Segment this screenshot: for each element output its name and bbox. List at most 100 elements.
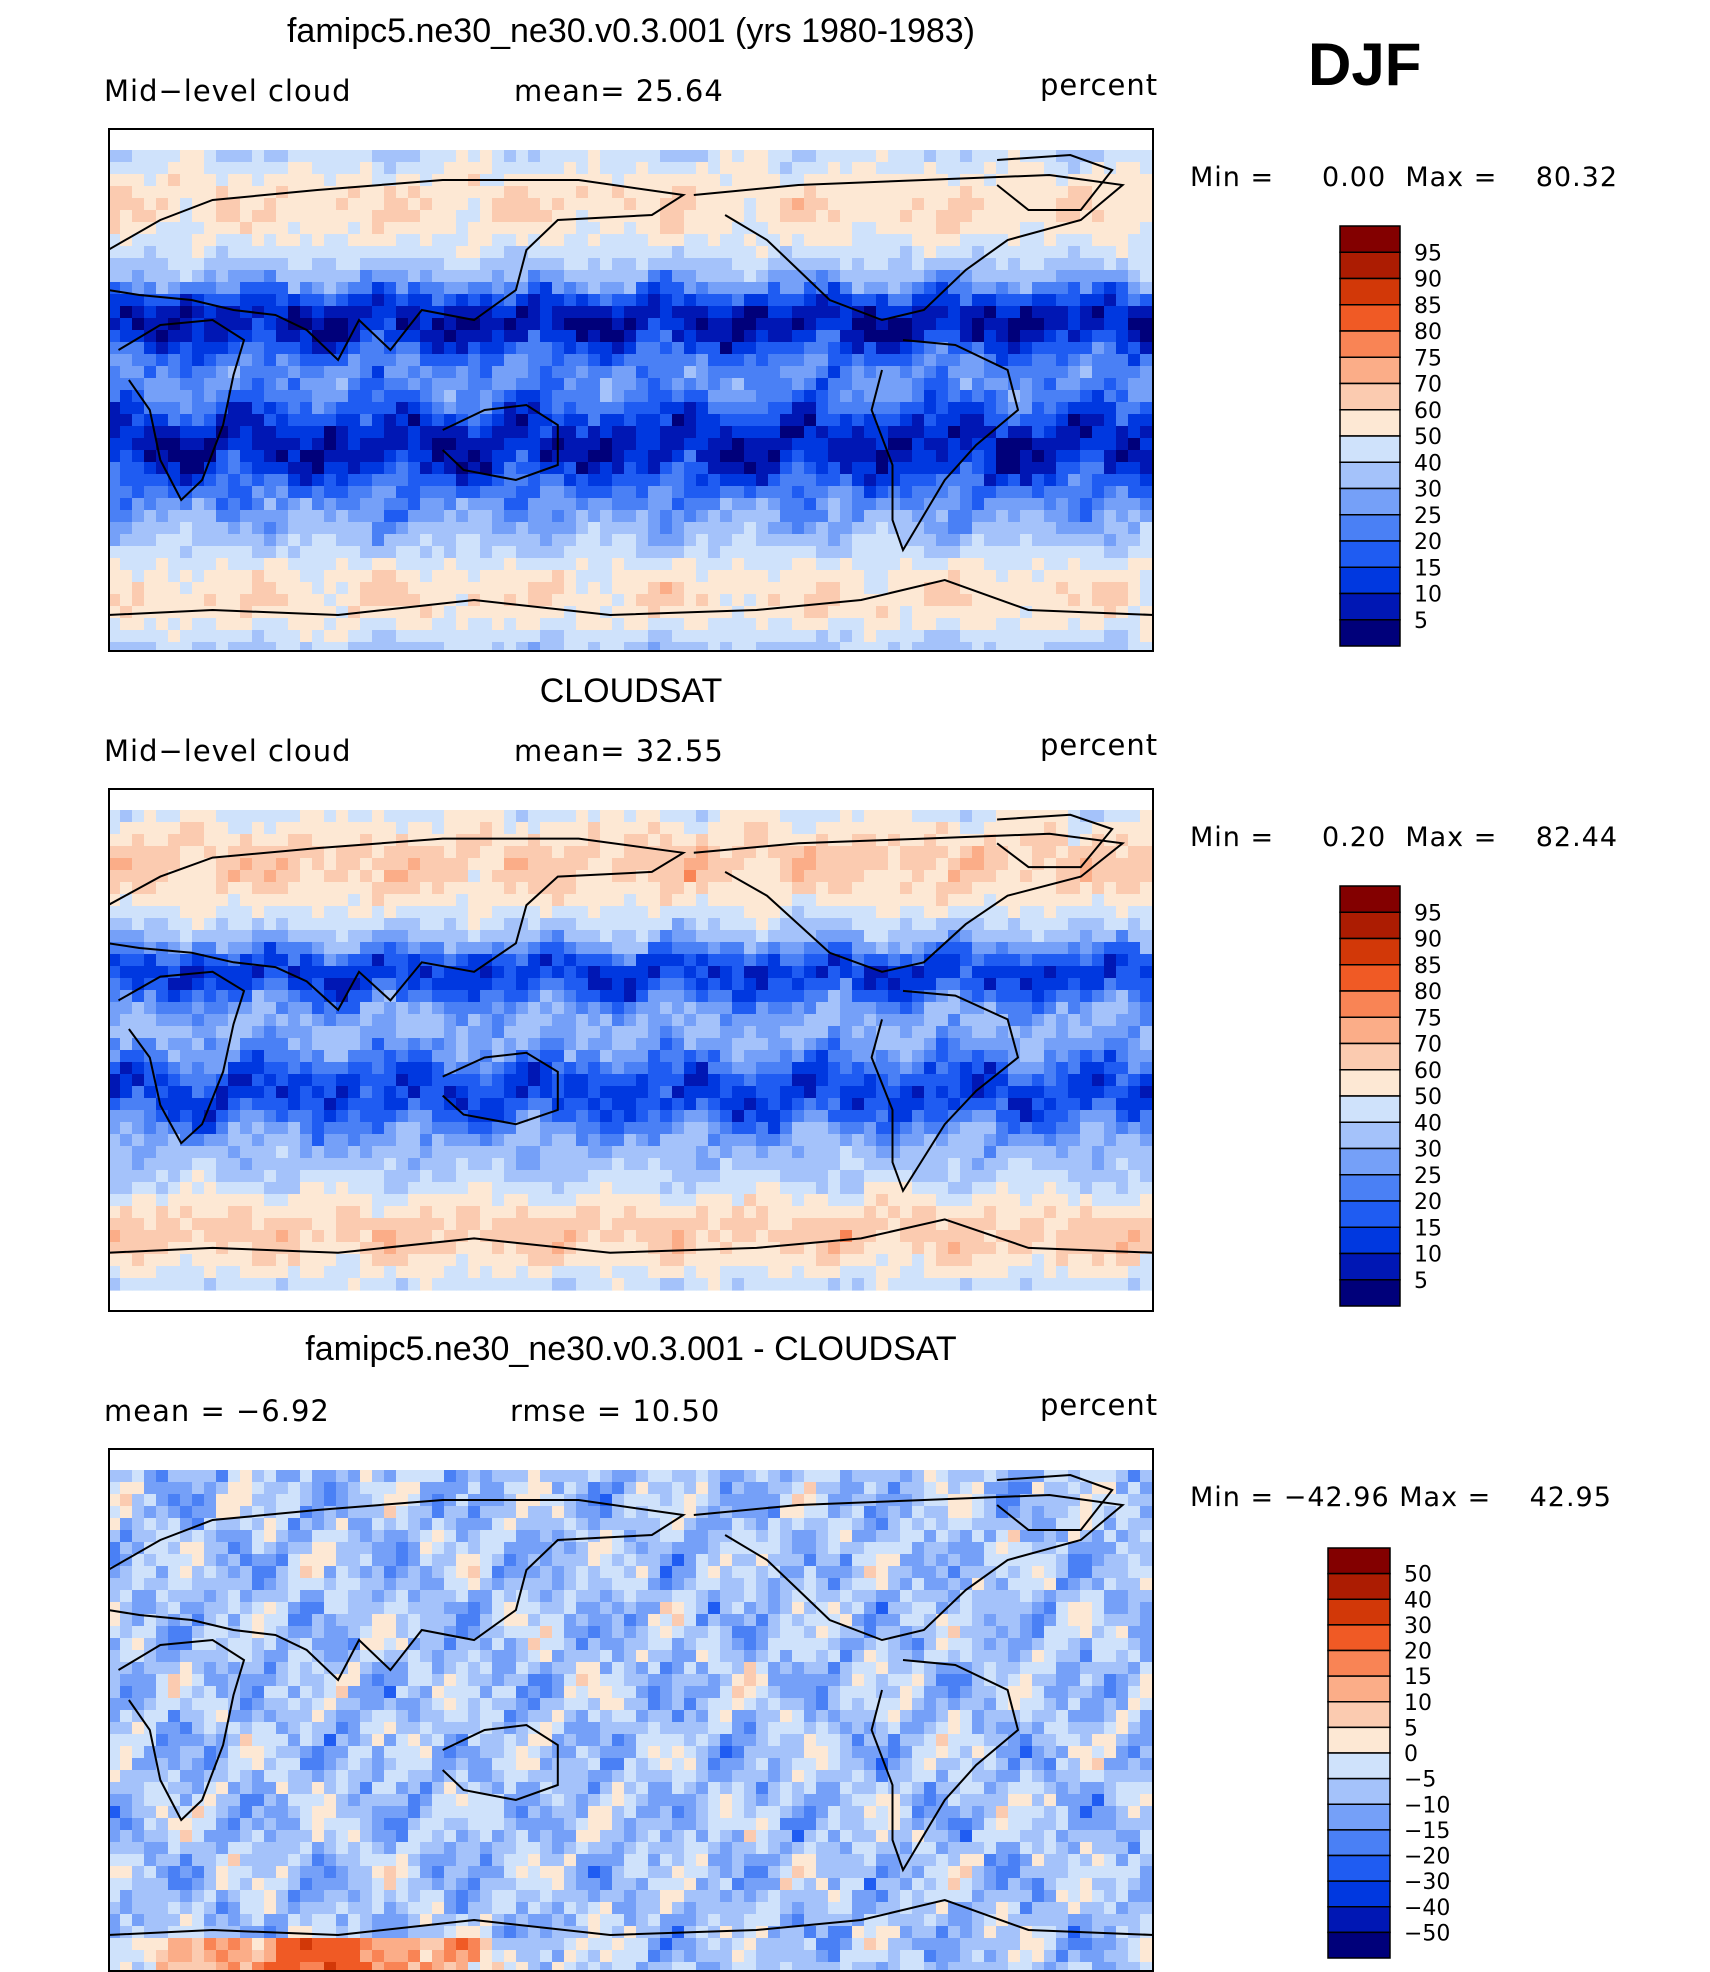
field-cell: [1080, 294, 1093, 307]
field-cell: [648, 906, 661, 919]
field-cell: [804, 582, 817, 595]
field-cell: [360, 438, 373, 451]
field-cell: [480, 954, 493, 967]
field-cell: [1008, 882, 1021, 895]
field-cell: [732, 258, 745, 271]
field-cell: [288, 834, 301, 847]
field-cell: [672, 858, 685, 871]
field-cell: [744, 846, 757, 859]
field-cell: [336, 270, 349, 283]
field-cell: [912, 474, 925, 487]
field-cell: [456, 150, 469, 163]
field-cell: [1056, 834, 1069, 847]
field-cell: [1104, 462, 1117, 475]
field-cell: [600, 834, 613, 847]
field-cell: [480, 594, 493, 607]
field-cell: [108, 294, 121, 307]
field-cell: [228, 606, 241, 619]
field-cell: [720, 282, 733, 295]
field-cell: [216, 366, 229, 379]
field-cell: [384, 198, 397, 211]
field-cell: [1104, 438, 1117, 451]
field-cell: [888, 858, 901, 871]
field-cell: [132, 858, 145, 871]
field-cell: [984, 894, 997, 907]
field-cell: [972, 882, 985, 895]
field-cell: [300, 222, 313, 235]
field-cell: [924, 510, 937, 523]
field-cell: [348, 426, 361, 439]
field-cell: [792, 546, 805, 559]
field-cell: [456, 342, 469, 355]
field-cell: [1128, 150, 1141, 163]
field-cell: [408, 846, 421, 859]
field-cell: [492, 162, 505, 175]
field-cell: [360, 918, 373, 931]
field-cell: [744, 594, 757, 607]
colorbar-box: [1339, 356, 1401, 385]
field-cell: [312, 258, 325, 271]
colorbar-box: [1339, 514, 1401, 542]
field-cell: [600, 258, 613, 271]
field-cell: [1104, 222, 1117, 235]
field-cell: [1140, 306, 1153, 319]
field-cell: [1104, 402, 1117, 415]
field-cell: [744, 234, 757, 247]
field-cell: [936, 642, 949, 652]
field-cell: [948, 570, 961, 583]
field-cell: [552, 474, 565, 487]
field-cell: [504, 822, 517, 835]
field-cell: [432, 162, 445, 175]
field-cell: [108, 594, 121, 607]
field-cell: [384, 558, 397, 571]
field-cell: [420, 534, 433, 547]
field-cell: [708, 594, 721, 607]
field-cell: [540, 498, 553, 511]
field-cell: [360, 150, 373, 163]
field-cell: [360, 810, 373, 823]
field-cell: [120, 294, 133, 307]
field-cell: [372, 174, 385, 187]
field-cell: [864, 402, 877, 415]
field-cell: [456, 390, 469, 403]
field-cell: [828, 810, 841, 823]
field-cell: [1056, 330, 1069, 343]
field-cell: [1104, 378, 1117, 391]
field-cell: [1068, 534, 1081, 547]
field-cell: [660, 438, 673, 451]
field-cell: [468, 558, 481, 571]
field-cell: [192, 234, 205, 247]
field-cell: [744, 858, 757, 871]
field-cell: [696, 594, 709, 607]
field-cell: [576, 282, 589, 295]
field-cell: [600, 234, 613, 247]
field-cell: [528, 474, 541, 487]
field-cell: [1032, 342, 1045, 355]
field-cell: [816, 258, 829, 271]
field-cell: [1032, 438, 1045, 451]
field-cell: [864, 942, 877, 955]
field-cell: [528, 414, 541, 427]
field-cell: [576, 618, 589, 631]
field-cell: [492, 450, 505, 463]
field-cell: [660, 258, 673, 271]
field-cell: [600, 630, 613, 643]
field-cell: [264, 162, 277, 175]
field-cell: [660, 930, 673, 943]
field-cell: [528, 294, 541, 307]
field-cell: [744, 462, 757, 475]
field-cell: [192, 882, 205, 895]
field-cell: [708, 234, 721, 247]
field-cell: [396, 270, 409, 283]
field-cell: [228, 882, 241, 895]
field-cell: [456, 474, 469, 487]
field-cell: [444, 882, 457, 895]
field-cell: [420, 306, 433, 319]
field-cell: [720, 174, 733, 187]
field-cell: [180, 882, 193, 895]
field-cell: [1056, 594, 1069, 607]
field-cell: [420, 402, 433, 415]
field-cell: [876, 894, 889, 907]
field-cell: [936, 174, 949, 187]
field-cell: [648, 354, 661, 367]
